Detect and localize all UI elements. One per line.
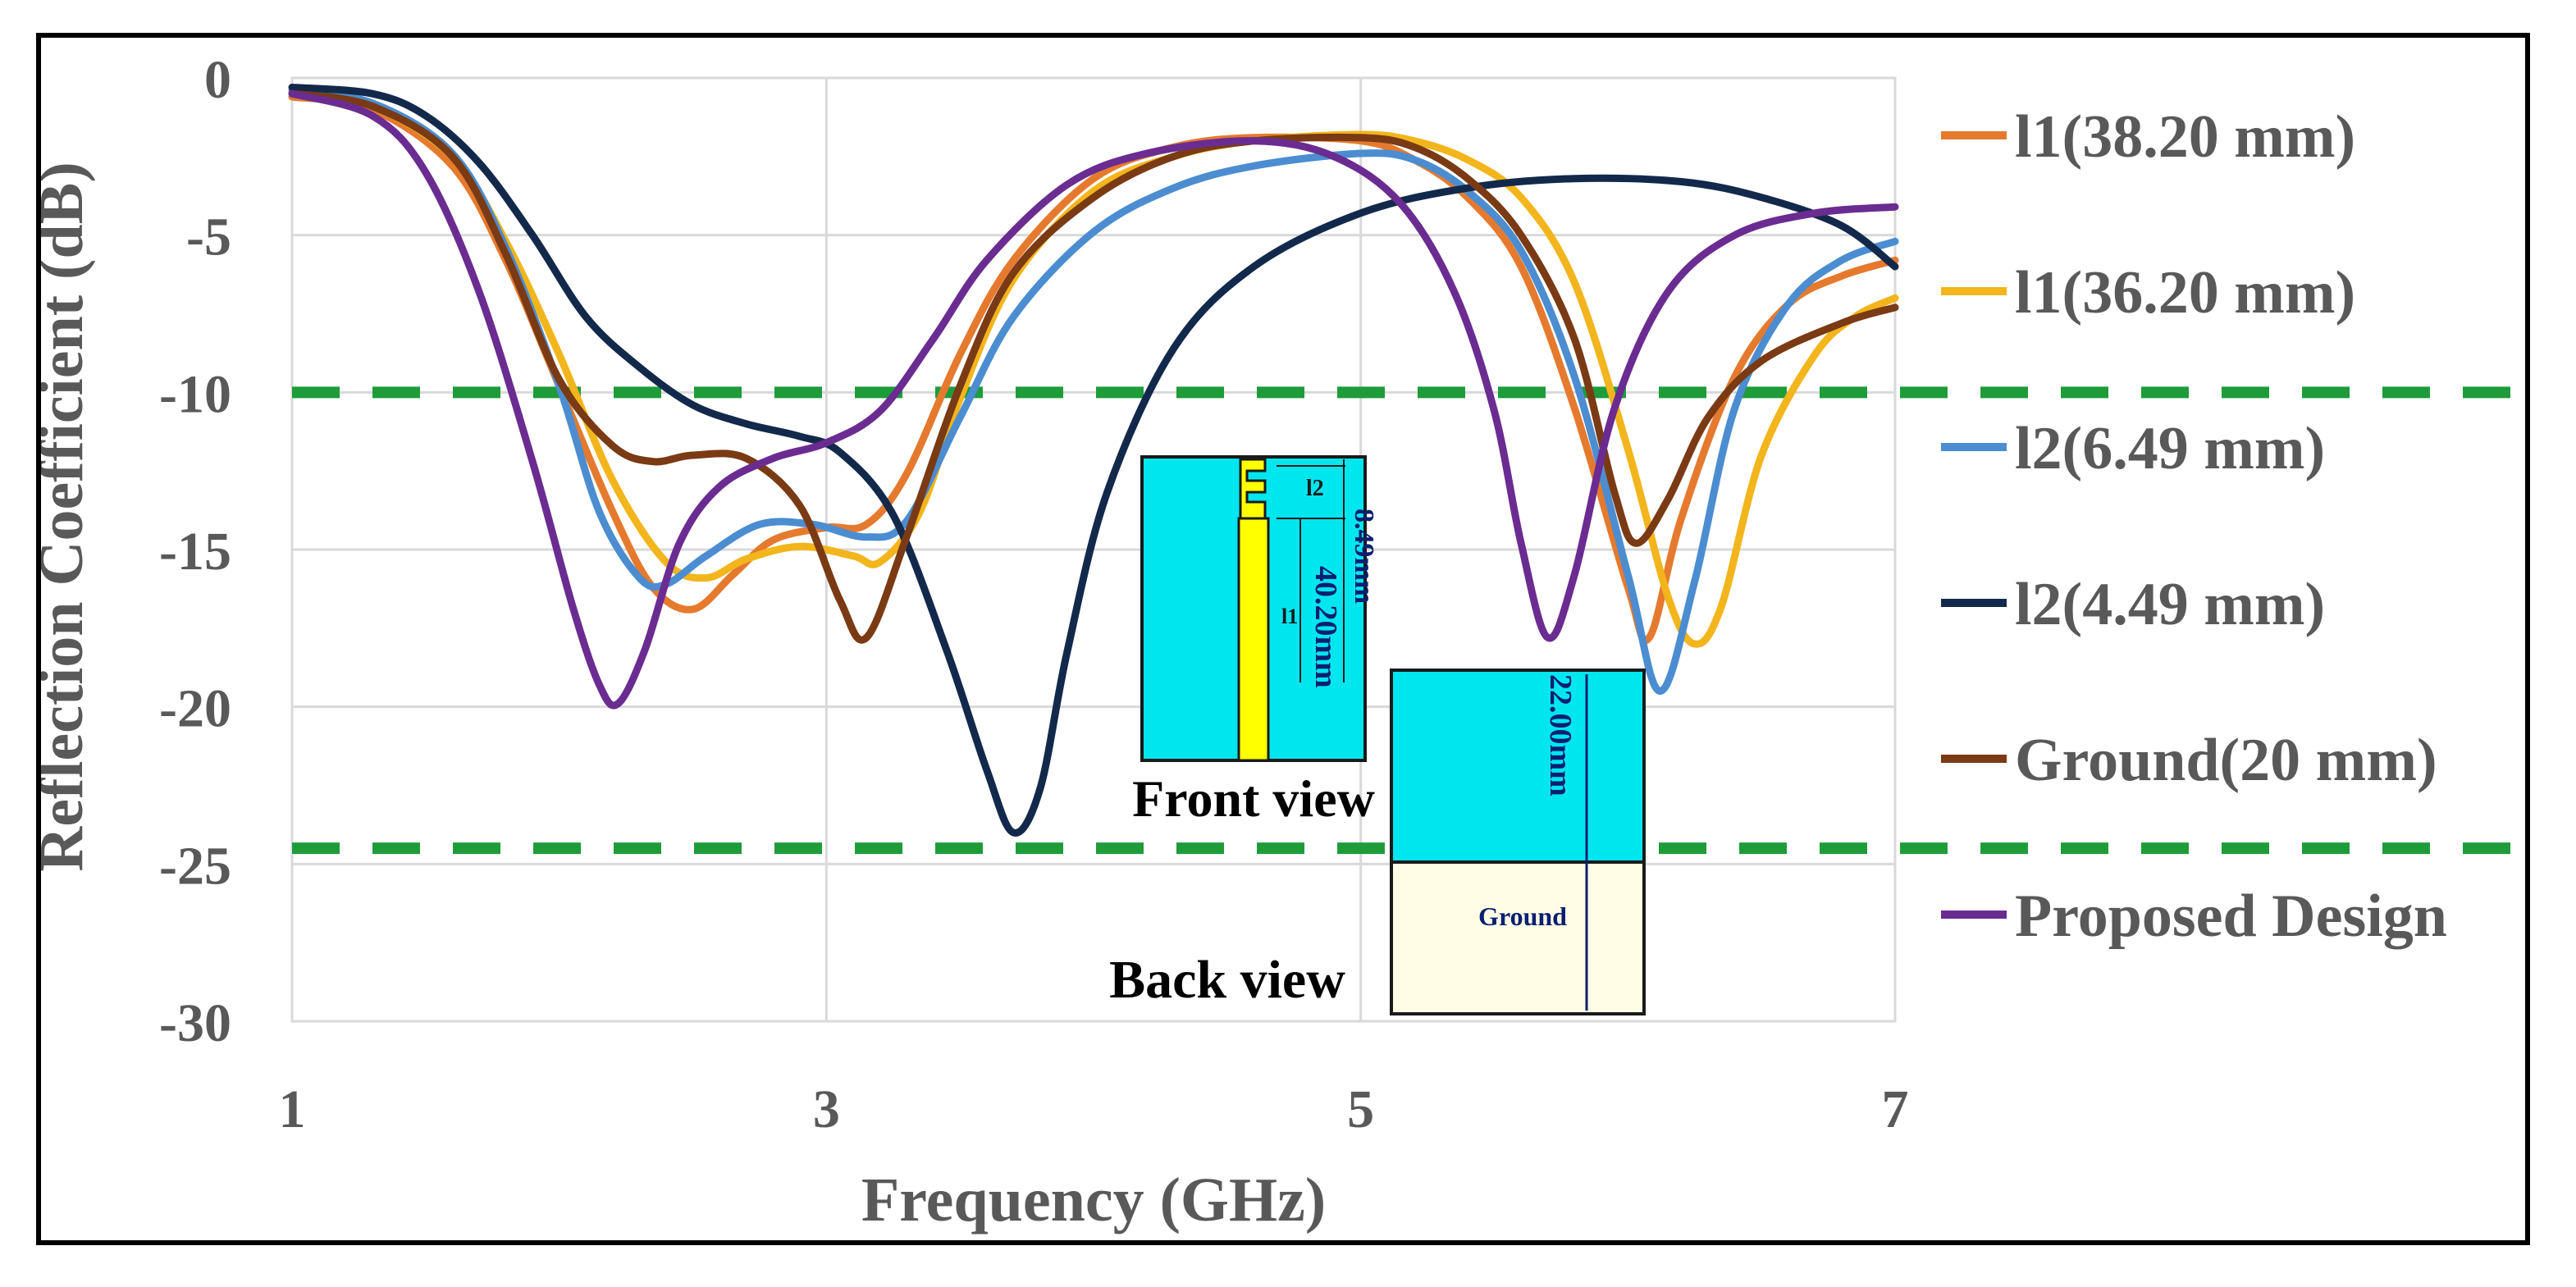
legend-label: l1(36.20 mm): [2015, 259, 2355, 326]
front-view-caption: Front view: [1132, 769, 1375, 828]
x-tick-label: 3: [813, 1079, 840, 1139]
legend-label: l1(38.20 mm): [2015, 103, 2355, 171]
front-dim-l2: l2: [1306, 476, 1324, 501]
back-dim-2200: 22.00mm: [1543, 674, 1578, 796]
y-tick-label: -15: [159, 522, 231, 582]
back-view-caption: Back view: [1109, 950, 1345, 1010]
figure-border: [36, 33, 2530, 1245]
legend-label: Proposed Design: [2015, 883, 2447, 950]
y-tick-label: -20: [159, 679, 231, 739]
legend: l1(38.20 mm) l1(36.20 mm) l2(6.49 mm) l2(4.…: [1941, 103, 2447, 950]
y-tick-label: 0: [204, 50, 231, 110]
y-tick-label: -10: [159, 364, 231, 424]
series-lines: [288, 84, 1899, 837]
series-line: [288, 89, 1899, 644]
series-line: [288, 84, 1899, 837]
reference-lines: [292, 386, 2527, 855]
series-line: [288, 93, 1899, 645]
y-tick-label: -5: [186, 208, 231, 267]
y-tick-label: -30: [159, 993, 231, 1053]
x-tick-label: 1: [279, 1079, 306, 1139]
x-tick-label: 5: [1347, 1079, 1374, 1139]
legend-label: Ground(20 mm): [2015, 727, 2437, 794]
front-dim-849: 8.49mm: [1349, 509, 1379, 604]
front-dim-4020: 40.20mm: [1309, 566, 1343, 688]
back-view-inset: 22.00mm Ground Back view: [1109, 669, 1646, 1015]
tick-labels: 0 -5 -10 -15 -20 -25 -30 1 3 5 7: [159, 50, 1908, 1139]
back-substrate: [1390, 669, 1646, 864]
front-meander: [1239, 458, 1267, 520]
series-line: [288, 89, 1899, 710]
back-ground-plane: [1390, 860, 1646, 1015]
back-ground-label: Ground: [1478, 901, 1567, 931]
series-line: [288, 89, 1899, 648]
front-view-inset: l2 l1 8.49mm 40.20mm Front view: [1132, 455, 1379, 828]
y-tick-label: -25: [159, 836, 231, 896]
series-line: [288, 86, 1899, 695]
plot-area: [290, 76, 1897, 1023]
front-patch-strip: [1237, 517, 1270, 762]
front-dim-l1: l1: [1281, 605, 1298, 628]
legend-label: l2(6.49 mm): [2015, 415, 2325, 482]
x-axis-label: Frequency (GHz): [861, 1166, 1326, 1235]
legend-label: l2(4.49 mm): [2015, 571, 2325, 638]
x-tick-label: 7: [1882, 1079, 1909, 1139]
